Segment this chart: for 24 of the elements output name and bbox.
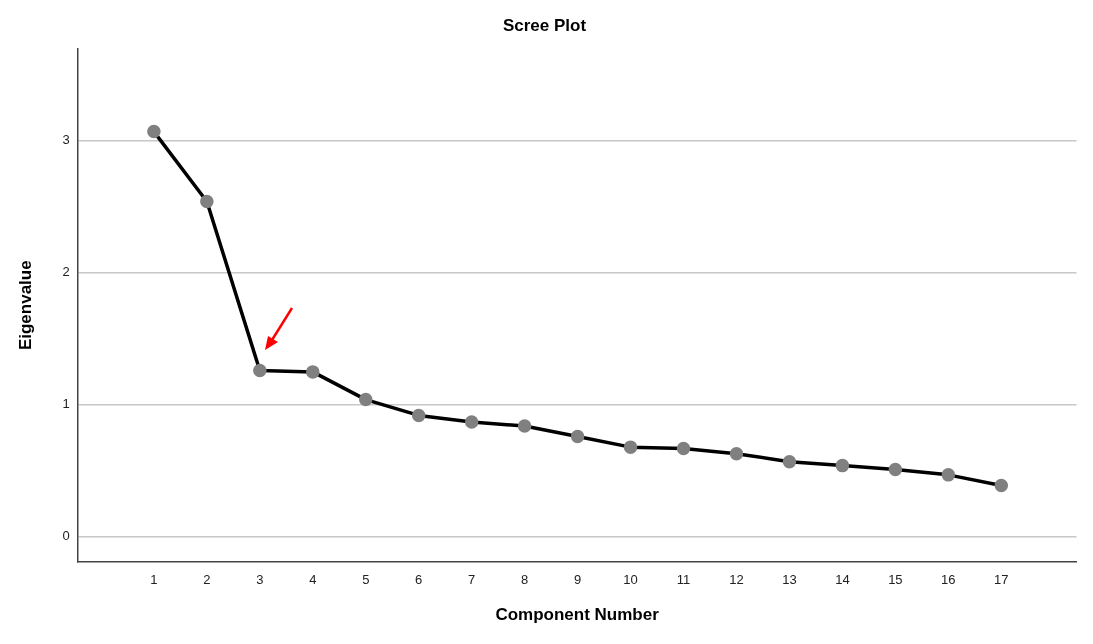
x-tick-label: 16 <box>941 572 956 588</box>
x-tick-label: 12 <box>729 572 744 588</box>
x-tick-label: 11 <box>676 572 691 588</box>
x-tick-label: 3 <box>256 572 264 588</box>
y-tick-label: 2 <box>62 264 70 280</box>
x-tick-label: 2 <box>203 572 211 588</box>
x-tick-label: 4 <box>309 572 317 588</box>
x-tick-label: 17 <box>994 572 1009 588</box>
x-tick-label: 15 <box>888 572 903 588</box>
y-tick-label: 0 <box>62 528 70 544</box>
x-tick-label: 10 <box>623 572 638 588</box>
x-axis-title: Component Number <box>495 605 660 625</box>
y-tick-label: 1 <box>62 396 70 412</box>
chart-title: Scree Plot <box>502 15 587 35</box>
x-tick-label: 5 <box>362 572 370 588</box>
x-tick-label: 9 <box>573 572 582 588</box>
x-tick-label: 8 <box>521 572 529 588</box>
x-tick-label: 14 <box>835 572 850 588</box>
x-tick-label: 7 <box>468 572 476 588</box>
y-tick-label: 3 <box>62 132 70 148</box>
x-tick-label: 1 <box>150 572 158 588</box>
x-tick-label: 13 <box>782 572 797 588</box>
x-tick-label: 6 <box>415 572 423 588</box>
y-axis-title: Eigenvalue <box>15 260 35 351</box>
